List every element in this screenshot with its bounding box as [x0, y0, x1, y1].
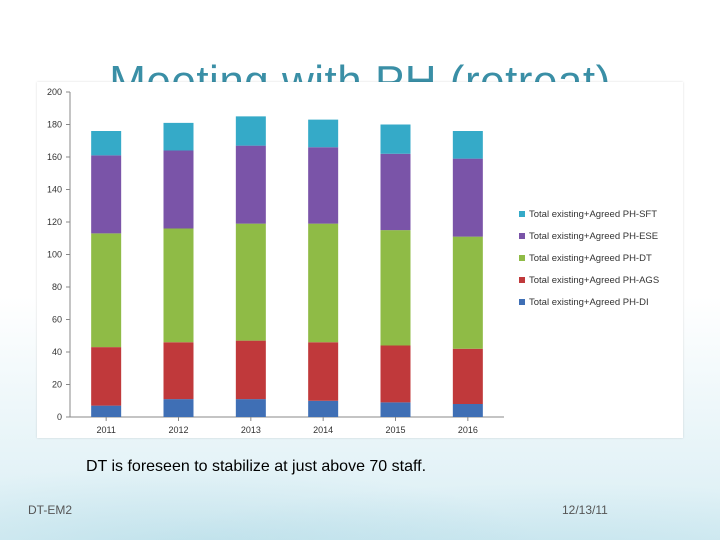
body-text: DT is foreseen to stabilize at just abov… [86, 458, 427, 475]
bar-segment [452, 348, 483, 404]
bar-segment [163, 342, 194, 400]
x-tick-label: 2016 [458, 425, 478, 435]
legend-label: Total existing+Agreed PH-AGS [529, 275, 659, 286]
bar-segment [91, 233, 122, 348]
bar-segment [235, 145, 266, 224]
legend-swatch [519, 299, 525, 305]
bar-segment [163, 228, 194, 343]
footer-date: 12/13/11 [562, 503, 608, 517]
bar-segment [308, 400, 339, 417]
stacked-bar-chart: 0 20 40 60 80 100 120 140 160 180 200 2011 2012 2013 2… [47, 87, 659, 435]
x-tick-label: 2012 [168, 425, 188, 435]
bar-segment [308, 147, 339, 224]
y-tick-label: 160 [47, 152, 62, 162]
bar-segment [380, 124, 411, 154]
bar-segment [91, 347, 122, 406]
bar-segment [163, 150, 194, 229]
y-tick-label: 40 [52, 347, 62, 357]
y-tick-label: 200 [47, 87, 62, 97]
bar-segment [380, 402, 411, 417]
bar-segment [235, 223, 266, 341]
y-tick-label: 20 [52, 380, 62, 390]
x-tick-label: 2014 [313, 425, 333, 435]
y-tick-label: 140 [47, 185, 62, 195]
bar-segment [452, 404, 483, 417]
x-tick-label: 2011 [96, 425, 115, 435]
legend-swatch [519, 255, 525, 261]
y-tick-label: 180 [47, 120, 62, 130]
bar-segment [308, 119, 339, 148]
legend-label: Total existing+Agreed PH-DT [529, 253, 652, 264]
y-tick-label: 80 [52, 282, 62, 292]
bar-segment [91, 131, 122, 156]
x-tick-label: 2015 [385, 425, 405, 435]
y-tick-label: 100 [47, 250, 62, 260]
bar-segment [380, 230, 411, 346]
legend-swatch [519, 233, 525, 239]
x-tick-label: 2013 [241, 425, 261, 435]
bar-segment [452, 131, 483, 159]
bar-segment [308, 342, 339, 401]
bar-segment [163, 122, 194, 151]
y-tick-label: 0 [57, 412, 62, 422]
bar-segment [91, 405, 122, 417]
bar-segment [235, 399, 266, 417]
bar-segment [380, 153, 411, 231]
bar-segment [163, 399, 194, 417]
chart-panel: 0 20 40 60 80 100 120 140 160 180 200 2011 2012 2013 2… [37, 82, 683, 438]
legend-label: Total existing+Agreed PH-ESE [529, 231, 658, 242]
legend-label: Total existing+Agreed PH-DI [529, 297, 649, 308]
bar-segment [380, 345, 411, 403]
legend-swatch [519, 211, 525, 217]
bar-segment [235, 116, 266, 146]
bar-segment [91, 155, 122, 234]
legend-swatch [519, 277, 525, 283]
bar-segment [452, 236, 483, 349]
bar-segment [235, 340, 266, 400]
legend-label: Total existing+Agreed PH-SFT [529, 209, 657, 220]
footer-left: DT-EM2 [28, 503, 73, 517]
y-tick-label: 60 [52, 315, 62, 325]
bar-segment [452, 158, 483, 237]
bar-segment [308, 223, 339, 343]
y-tick-label: 120 [47, 217, 62, 227]
